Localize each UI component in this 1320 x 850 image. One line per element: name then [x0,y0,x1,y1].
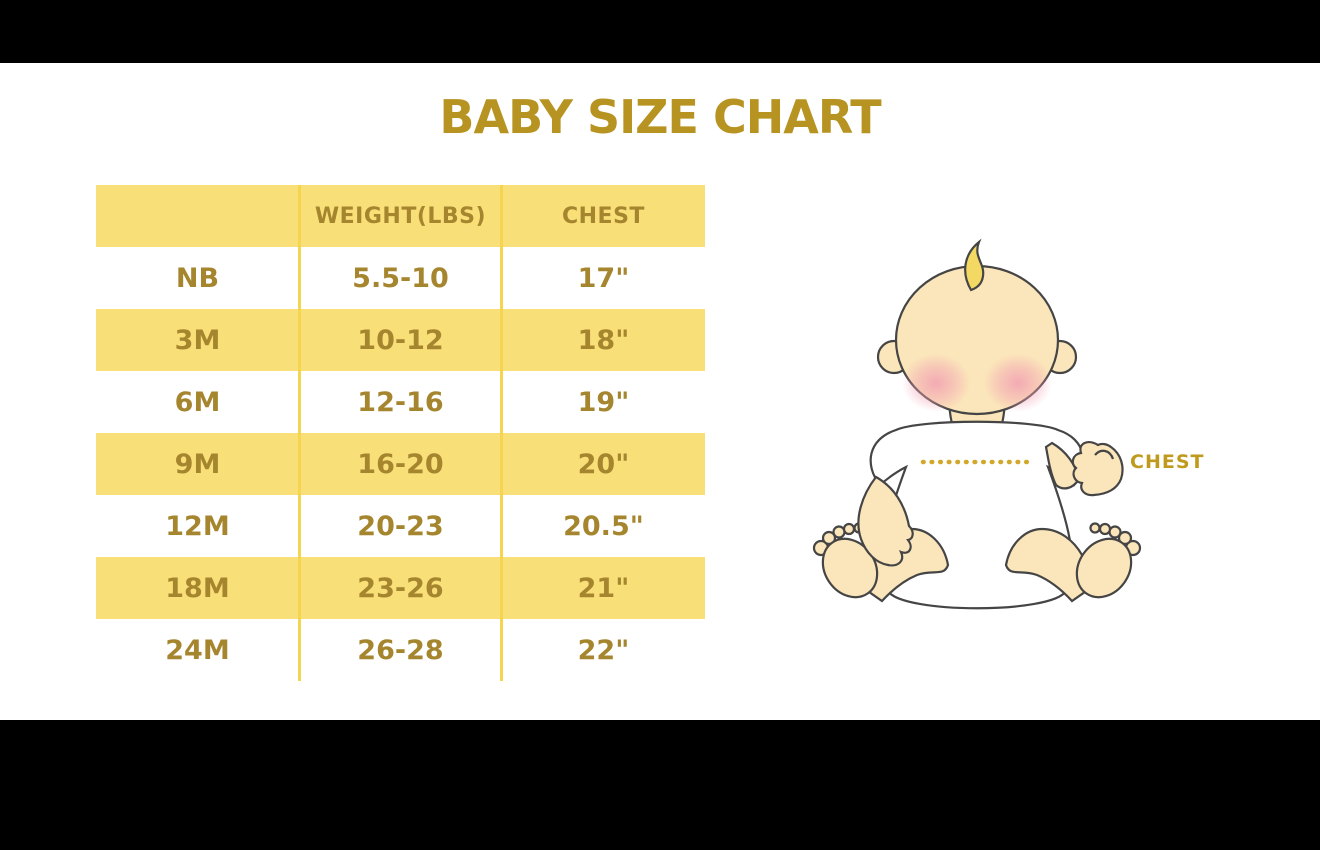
table-column-divider [500,185,503,681]
table-row: 24M 26-28 22" [96,619,705,681]
cell-size: 9M [174,448,221,480]
table-row: NB 5.5-10 17" [96,247,705,309]
baby-toe [1098,522,1112,536]
baby-blush-right [984,354,1052,412]
cell-weight: 20-23 [357,510,444,542]
baby-arm-right [1044,441,1081,490]
header-chest: CHEST [561,203,645,229]
cell-weight: 26-28 [357,634,444,666]
baby-toe [832,525,846,539]
cell-chest: 20.5" [563,510,644,542]
size-table: WEIGHT(LBS) CHEST NB 5.5-10 17" 3M 10-12… [96,185,705,681]
baby-fist [1071,441,1124,497]
baby-toe [842,522,856,536]
table-row: 3M 10-12 18" [96,309,705,371]
table-row: 6M 12-16 19" [96,371,705,433]
table-row: 9M 16-20 20" [96,433,705,495]
letterbox-top [0,0,1320,63]
cell-weight: 10-12 [357,324,444,356]
cell-size: 18M [165,572,230,604]
cell-chest: 22" [577,634,630,666]
table-header-row: WEIGHT(LBS) CHEST [96,185,705,247]
cell-chest: 20" [577,448,630,480]
cell-chest: 17" [577,262,630,294]
cell-chest: 18" [577,324,630,356]
cell-weight: 5.5-10 [352,262,449,294]
table-row: 12M 20-23 20.5" [96,495,705,557]
cell-size: NB [175,262,220,294]
baby-toe [1089,522,1101,534]
cell-weight: 16-20 [357,448,444,480]
header-weight: WEIGHT(LBS) [314,203,487,229]
baby-illustration [812,238,1142,610]
chest-label: CHEST [1130,451,1205,473]
cell-size: 3M [174,324,221,356]
letterbox-bottom [0,720,1320,850]
cell-weight: 23-26 [357,572,444,604]
baby-arm-left [857,475,914,567]
baby-foot-right [1075,537,1133,599]
baby-toe [1108,525,1122,539]
cell-chest: 19" [577,386,630,418]
cell-chest: 21" [577,572,630,604]
baby-thumb-line [1094,449,1115,460]
table-column-divider [298,185,301,681]
cell-size: 12M [165,510,230,542]
table-row: 18M 23-26 21" [96,557,705,619]
baby-hair-curl [964,238,985,292]
baby-blush-left [902,354,970,412]
page-title: BABY SIZE CHART [439,90,881,144]
cell-weight: 12-16 [357,386,444,418]
cell-size: 24M [165,634,230,666]
header-size [96,185,299,247]
cell-size: 6M [174,386,221,418]
